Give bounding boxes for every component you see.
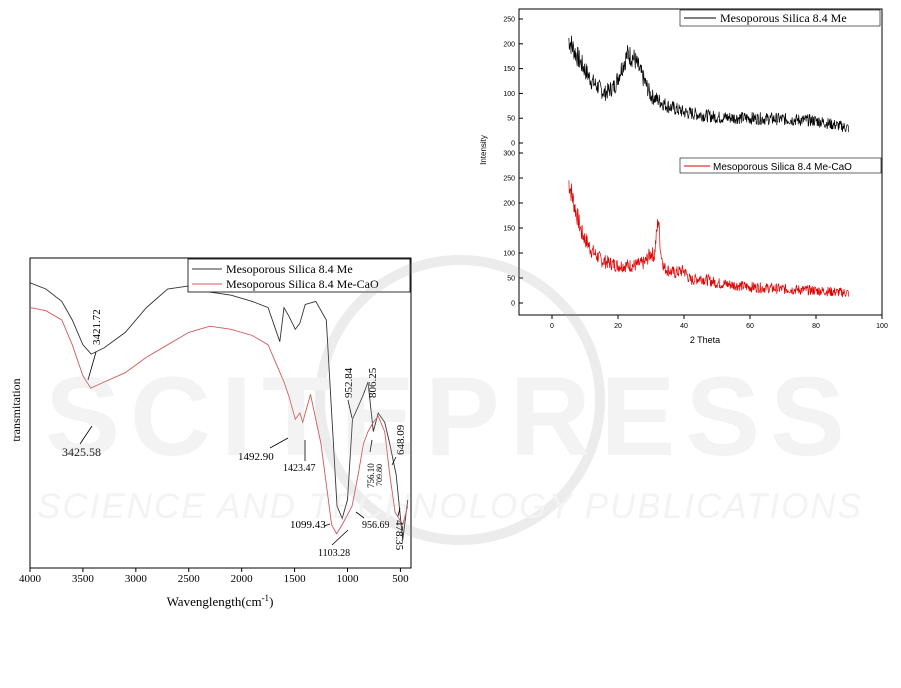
annot-arrow-3425 [79,425,93,445]
ftir-series-line-2 [29,307,409,535]
xrd-ytick-label-top: 250 [503,17,515,24]
xrd-legend-bottom-label: Mesoporous Silica 8.4 Me-CaO [713,162,852,173]
xrd-ytick-label-bottom: 200 [503,201,515,208]
xrd-series-me-cao [568,180,849,298]
xrd-ytick-label-top: 0 [511,141,515,148]
xrd-xtick-label: 20 [614,323,622,330]
xrd-legend-top-label: Mesoporous Silica 8.4 Me [720,11,847,25]
annot-arrow-3421 [87,351,97,381]
xrd-ytick-label-top: 200 [503,41,515,48]
xrd-ytick-label-top: 100 [503,91,515,98]
ftir-xtick-label: 4000 [19,573,42,585]
xrd-ytick-label-bottom: 250 [503,176,515,183]
xrd-xtick-label: 40 [680,323,688,330]
annot-arrow-956 [355,511,365,519]
annot-1423: 1423.47 [283,463,316,474]
annot-arrow-1099 [323,523,331,527]
xrd-series-me [568,35,849,133]
ftir-annotations: 3421.72 3425.58 1492.90 1423.47 952.84 8… [62,309,407,559]
xrd-xtick-label: 100 [876,323,888,330]
annot-arrow-478 [397,507,401,517]
annot-478: 478.35 [393,520,405,551]
xrd-xtick-label: 0 [550,323,554,330]
annot-arrow-1492 [269,437,289,449]
annot-arrow-648 [391,456,397,466]
ftir-xlabel: Wavenglength(cm-1) [167,593,274,609]
annot-956: 956.69 [362,520,390,531]
xrd-ytick-label-bottom: 150 [503,226,515,233]
ftir-xtick-label: 1500 [284,573,307,585]
xrd-ytick-label-top: 150 [503,66,515,73]
ftir-xtick-label: 3500 [72,573,95,585]
annot-756: 756.10 [366,463,376,488]
ftir-xtick-label: 2000 [231,573,254,585]
xrd-xtick-label: 80 [812,323,820,330]
xrd-ytick-label-bottom: 300 [503,151,515,158]
annot-arrow-1103 [331,529,349,546]
xrd-ytick-label-top: 50 [507,116,515,123]
annot-1099: 1099.43 [290,519,326,531]
annot-952: 952.84 [343,367,355,398]
xrd-plot-frame [518,8,883,316]
xrd-ytick-label-bottom: 100 [503,251,515,258]
xrd-legend-bottom-box [679,157,882,174]
ftir-xtick-label: 1000 [337,573,360,585]
annot-3421: 3421.72 [91,309,103,345]
xrd-ylabel: Intensity [479,135,488,165]
ftir-ylabel: transmitation [9,378,23,441]
annot-648: 648.09 [395,424,407,455]
ftir-plot-frame [29,257,412,569]
xrd-ytick-label-bottom: 0 [511,301,515,308]
ftir-xtick-label: 500 [392,573,409,585]
annot-3425: 3425.58 [62,445,101,459]
ftir-xtick-label: 3000 [125,573,148,585]
ftir-legend-label-2: Mesoporous Silica 8.4 Me-CaO [226,277,379,291]
annot-806: 806.25 [367,367,379,398]
xrd-xtick-label: 60 [746,323,754,330]
ftir-legend-box [187,258,411,293]
annot-709: 709.80 [375,464,384,486]
annot-arrow-952 [347,399,353,419]
ftir-legend-label-1: Mesoporous Silica 8.4 Me [226,262,353,276]
annot-1103: 1103.28 [318,548,350,559]
xrd-xlabel: 2 Theta [690,335,720,345]
ftir-series-line-1 [29,282,409,541]
ftir-xtick-label: 2500 [178,573,201,585]
annot-arrow-756 [369,439,373,453]
xrd-legend-top-box [679,9,881,27]
xrd-ytick-label-bottom: 50 [507,276,515,283]
annot-1492: 1492.90 [238,451,274,463]
